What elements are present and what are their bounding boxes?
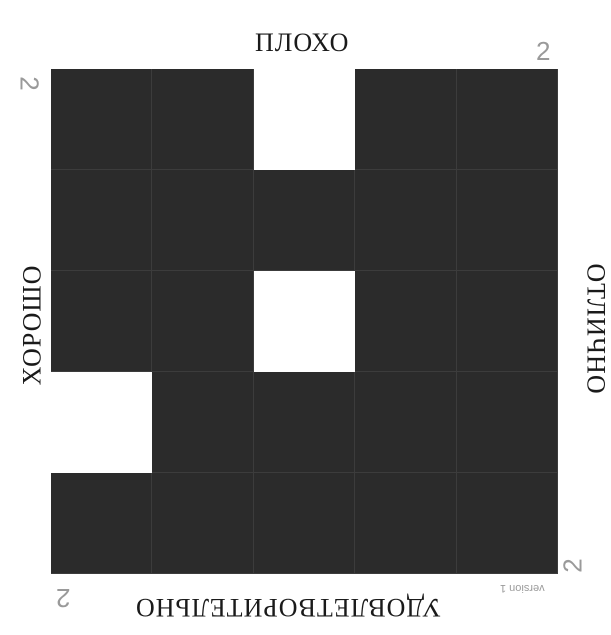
grid-cell	[152, 271, 254, 372]
grid-cell	[355, 473, 457, 574]
label-top: ПЛОХО	[255, 28, 350, 57]
grid-cell	[152, 473, 254, 574]
grid-cell	[456, 69, 558, 170]
grid-cell	[152, 372, 254, 473]
grid-cell	[456, 372, 558, 473]
grid-cell	[51, 170, 153, 271]
grid-cell	[355, 170, 457, 271]
grid-cell	[152, 170, 254, 271]
grid-cell	[51, 271, 153, 372]
version-label: version 1	[500, 582, 545, 594]
grid-cell	[355, 69, 457, 170]
grid-cell	[355, 271, 457, 372]
corner-number-top-right: 2	[536, 36, 551, 66]
grid-cell	[253, 271, 356, 372]
label-bottom: УДОВЛЕТВОРИТЕЛЬНО	[135, 593, 441, 622]
grid-cell	[152, 69, 254, 170]
grid-cell	[456, 170, 558, 271]
grid-cell	[51, 473, 153, 574]
label-right: ОТЛИЧНО	[581, 263, 611, 395]
corner-number-top-left: 2	[14, 76, 45, 91]
grid-cell	[456, 271, 558, 372]
corner-number-bottom-right: 2	[557, 558, 588, 573]
corner-number-bottom-left: 2	[56, 583, 71, 613]
grid-cell	[51, 372, 153, 473]
grid-cell	[253, 170, 356, 271]
grid-cell	[253, 372, 356, 473]
grid-cell	[253, 69, 356, 170]
grid-cell	[456, 473, 558, 574]
grid-cell	[51, 69, 153, 170]
label-left: ХОРОШО	[17, 264, 47, 386]
grid	[51, 69, 558, 574]
grid-cell	[253, 473, 356, 574]
grid-cell	[355, 372, 457, 473]
